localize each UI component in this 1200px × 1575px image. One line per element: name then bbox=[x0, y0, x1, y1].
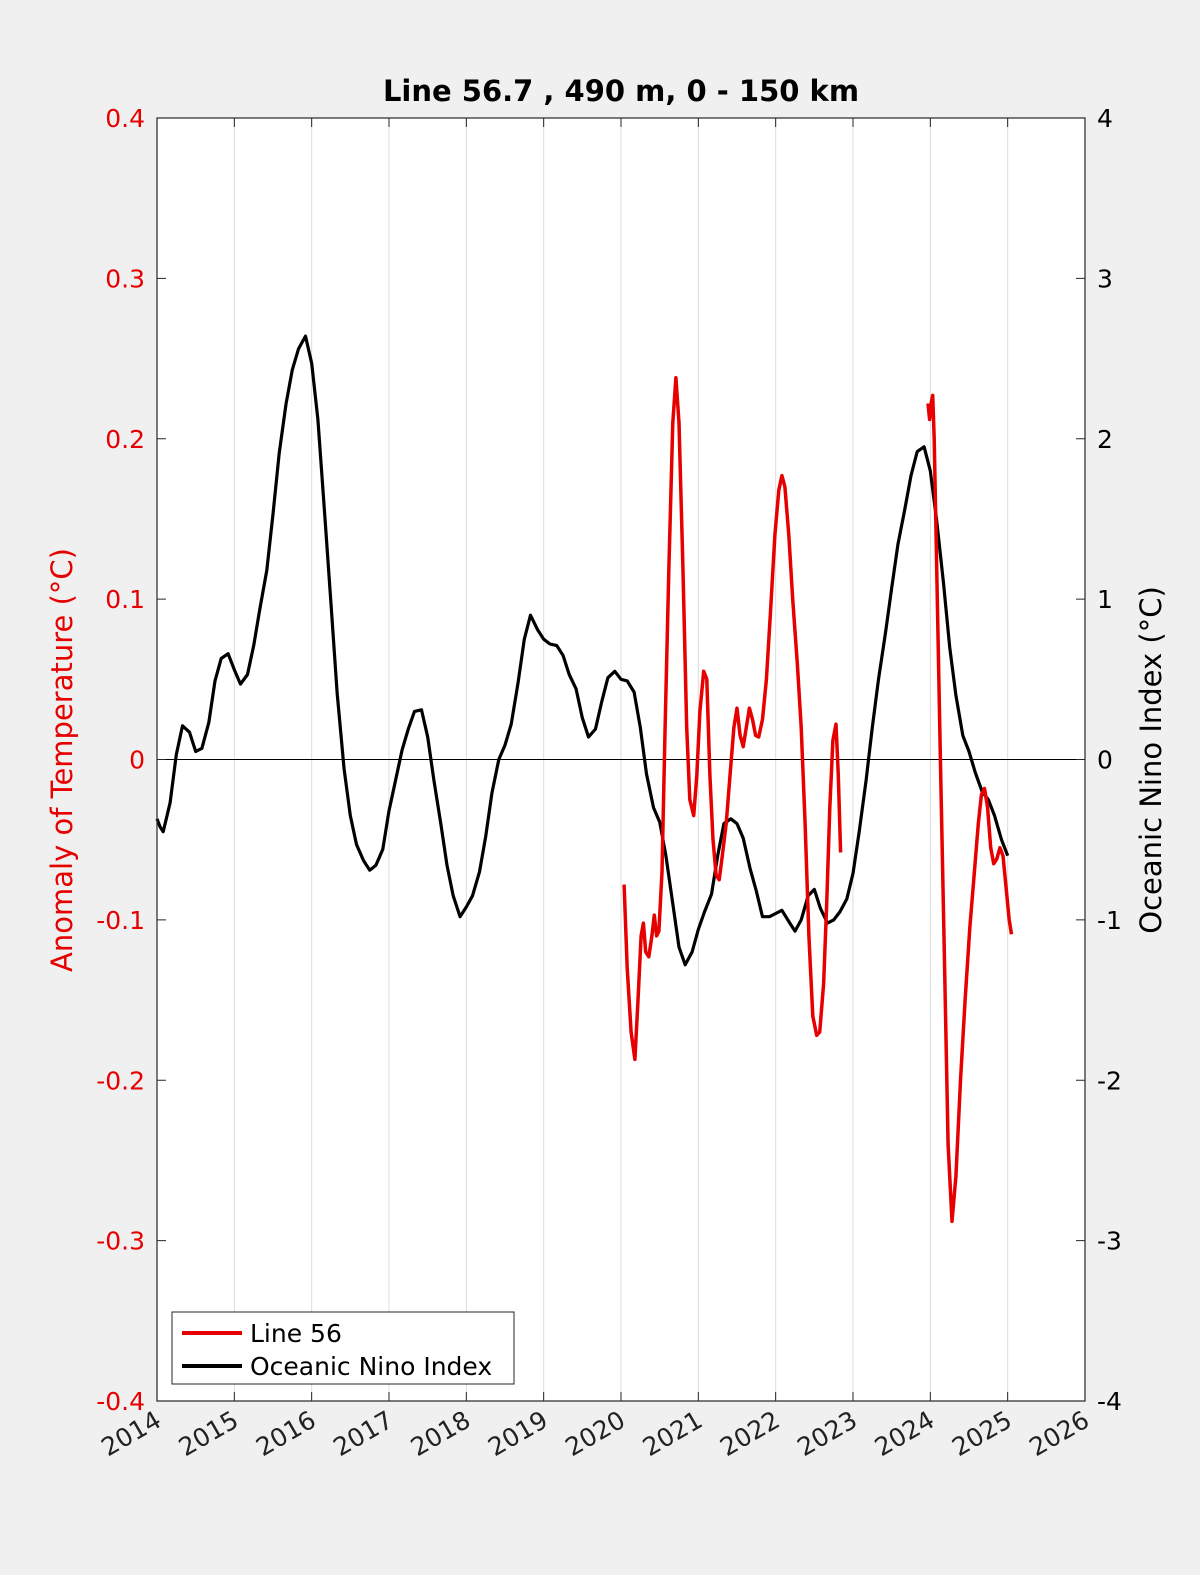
left-y-tick-label: -0.2 bbox=[96, 1066, 145, 1095]
left-y-tick-label: 0 bbox=[129, 746, 145, 775]
right-y-tick-label: -2 bbox=[1097, 1066, 1122, 1095]
right-y-tick-label: -4 bbox=[1097, 1387, 1122, 1416]
oni-series-line bbox=[155, 334, 1010, 967]
left-y-tick-label: -0.3 bbox=[96, 1227, 145, 1256]
left-y-axis-label: Anomaly of Temperature (°C) bbox=[45, 548, 79, 972]
line56-series-line bbox=[622, 376, 843, 1062]
series-lines bbox=[155, 334, 1014, 1224]
chart-title: Line 56.7 , 490 m, 0 - 150 km bbox=[383, 74, 859, 108]
left-y-tick-label: 0.2 bbox=[105, 425, 145, 454]
right-y-tick-label: 3 bbox=[1097, 264, 1113, 293]
legend: Line 56 Oceanic Nino Index bbox=[171, 1311, 515, 1385]
legend-oni-label: Oceanic Nino Index bbox=[250, 1352, 492, 1381]
legend-line56-label: Line 56 bbox=[250, 1319, 342, 1348]
right-y-tick-label: -3 bbox=[1097, 1227, 1122, 1256]
left-y-tick-label: 0.1 bbox=[105, 585, 145, 614]
right-y-tick-label: 0 bbox=[1097, 746, 1113, 775]
right-y-tick-label: 2 bbox=[1097, 425, 1113, 454]
left-y-tick-label: 0.3 bbox=[105, 264, 145, 293]
line56-series-line bbox=[926, 393, 1014, 1224]
left-y-tick-label: 0.4 bbox=[105, 104, 145, 133]
legend-box bbox=[171, 1311, 515, 1385]
right-y-tick-label: 1 bbox=[1097, 585, 1113, 614]
right-y-tick-label: 4 bbox=[1097, 104, 1113, 133]
right-y-axis-label: Oceanic Nino Index (°C) bbox=[1134, 586, 1168, 934]
left-y-tick-label: -0.4 bbox=[96, 1387, 145, 1416]
right-y-tick-label: -1 bbox=[1097, 906, 1122, 935]
left-y-tick-label: -0.1 bbox=[96, 906, 145, 935]
